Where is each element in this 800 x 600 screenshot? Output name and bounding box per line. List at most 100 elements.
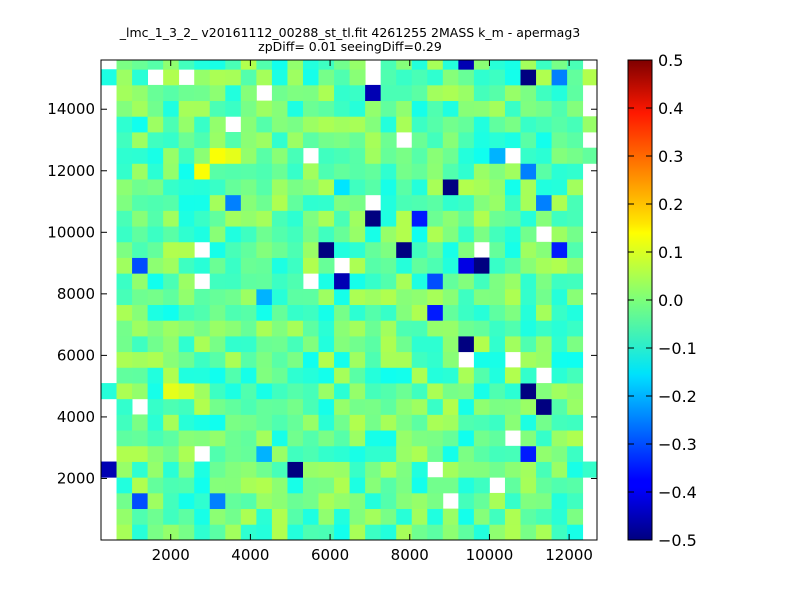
- heatmap-cell: [163, 320, 180, 337]
- heatmap-cell: [287, 257, 304, 274]
- heatmap-cell: [209, 477, 226, 494]
- heatmap-cell: [256, 304, 273, 321]
- heatmap-cell: [287, 445, 304, 462]
- heatmap-cell: [520, 336, 537, 353]
- heatmap-cell: [473, 336, 490, 353]
- heatmap-cell: [396, 84, 413, 102]
- heatmap-cell: [567, 163, 584, 180]
- heatmap-cell: [132, 273, 149, 290]
- heatmap-cell: [442, 320, 459, 337]
- heatmap-cell: [458, 163, 475, 180]
- heatmap-cell: [442, 524, 459, 540]
- heatmap-cell: [147, 430, 164, 447]
- heatmap-cell: [365, 147, 382, 164]
- heatmap-cell: [365, 179, 382, 196]
- heatmap-cell: [163, 477, 180, 494]
- heatmap-cell: [551, 414, 568, 431]
- heatmap-cell: [256, 414, 273, 431]
- y-tick-label: 12000: [47, 162, 95, 180]
- heatmap-cell: [427, 60, 444, 70]
- heatmap-cell: [458, 100, 475, 117]
- heatmap-cell: [147, 257, 164, 274]
- heatmap-cell: [380, 163, 397, 180]
- heatmap-cell: [365, 477, 382, 494]
- heatmap-cell: [349, 288, 366, 306]
- heatmap-cell: [302, 241, 319, 258]
- heatmap-cell: [349, 241, 366, 258]
- heatmap-cell: [271, 445, 288, 462]
- heatmap-cell: [582, 147, 597, 164]
- heatmap-cell: [504, 132, 521, 149]
- heatmap-cell: [287, 320, 304, 337]
- heatmap-cell: [536, 116, 552, 133]
- heatmap-cell: [458, 367, 475, 384]
- heatmap-cell: [240, 320, 257, 337]
- heatmap-cell: [209, 414, 226, 431]
- heatmap-cell: [240, 477, 257, 494]
- heatmap-cell: [302, 445, 319, 462]
- heatmap-cell: [302, 508, 319, 525]
- heatmap-cell: [132, 383, 149, 400]
- heatmap-cell: [194, 508, 211, 525]
- heatmap-cell: [116, 257, 133, 274]
- heatmap-cell: [334, 414, 350, 431]
- heatmap-cell: [567, 84, 584, 102]
- heatmap-cell: [473, 430, 490, 447]
- heatmap-cell: [380, 508, 397, 525]
- heatmap-cell: [194, 194, 211, 211]
- heatmap-cell: [396, 367, 413, 384]
- heatmap-cell: [147, 226, 164, 243]
- heatmap-cell: [178, 524, 195, 540]
- heatmap-cell: [442, 60, 459, 70]
- heatmap-cell: [551, 367, 568, 384]
- heatmap-cell: [473, 288, 490, 306]
- heatmap-cell: [287, 147, 304, 164]
- heatmap-cell: [349, 100, 366, 117]
- heatmap-cell: [396, 179, 413, 196]
- heatmap-cell: [256, 257, 273, 274]
- heatmap-cell: [411, 226, 428, 243]
- heatmap-cell: [365, 336, 382, 353]
- heatmap-cell: [473, 194, 490, 211]
- heatmap-cell: [458, 147, 475, 164]
- heatmap-cell: [380, 69, 397, 86]
- heatmap-cell: [163, 226, 180, 243]
- heatmap-cell: [442, 116, 459, 133]
- heatmap-cell: [504, 508, 521, 525]
- heatmap-cell: [287, 194, 304, 211]
- heatmap-cell: [489, 179, 506, 196]
- heatmap-cell: [334, 367, 350, 384]
- heatmap-cell: [396, 351, 413, 368]
- heatmap-cell: [536, 163, 552, 180]
- heatmap-cell: [427, 414, 444, 431]
- heatmap-cell: [411, 273, 428, 290]
- heatmap-cell: [520, 320, 537, 337]
- heatmap-cell: [427, 194, 444, 211]
- heatmap-cell: [287, 398, 304, 415]
- colorbar-tick-label: −0.3: [658, 435, 697, 454]
- heatmap-cell: [380, 492, 397, 510]
- heatmap-cell: [287, 430, 304, 447]
- heatmap-cell: [116, 288, 133, 306]
- heatmap-cell: [194, 430, 211, 447]
- heatmap-cell: [240, 69, 257, 86]
- x-tick-label: 8000: [391, 546, 429, 564]
- heatmap-cell: [132, 304, 149, 321]
- heatmap-cell: [411, 398, 428, 415]
- heatmap-cell: [380, 414, 397, 431]
- heatmap-cell: [551, 430, 568, 447]
- colorbar-tick-label: −0.4: [658, 483, 697, 502]
- heatmap-cell: [147, 163, 164, 180]
- heatmap-cell: [225, 508, 242, 525]
- heatmap-cell: [489, 320, 506, 337]
- heatmap-cell: [520, 508, 537, 525]
- heatmap-cell: [504, 241, 521, 258]
- heatmap-cell: [318, 116, 335, 133]
- heatmap-cell: [504, 273, 521, 290]
- heatmap-cell: [567, 383, 584, 400]
- heatmap-cell: [536, 477, 552, 494]
- colorbar-ticks: 0.5 0.4 0.3 0.2 0.1 0.0 −0.1 −0.2 −0.3 −0.4 −0.5: [628, 51, 697, 550]
- heatmap-cell: [411, 116, 428, 133]
- heatmap-cell: [349, 179, 366, 196]
- heatmap-cell: [116, 524, 133, 540]
